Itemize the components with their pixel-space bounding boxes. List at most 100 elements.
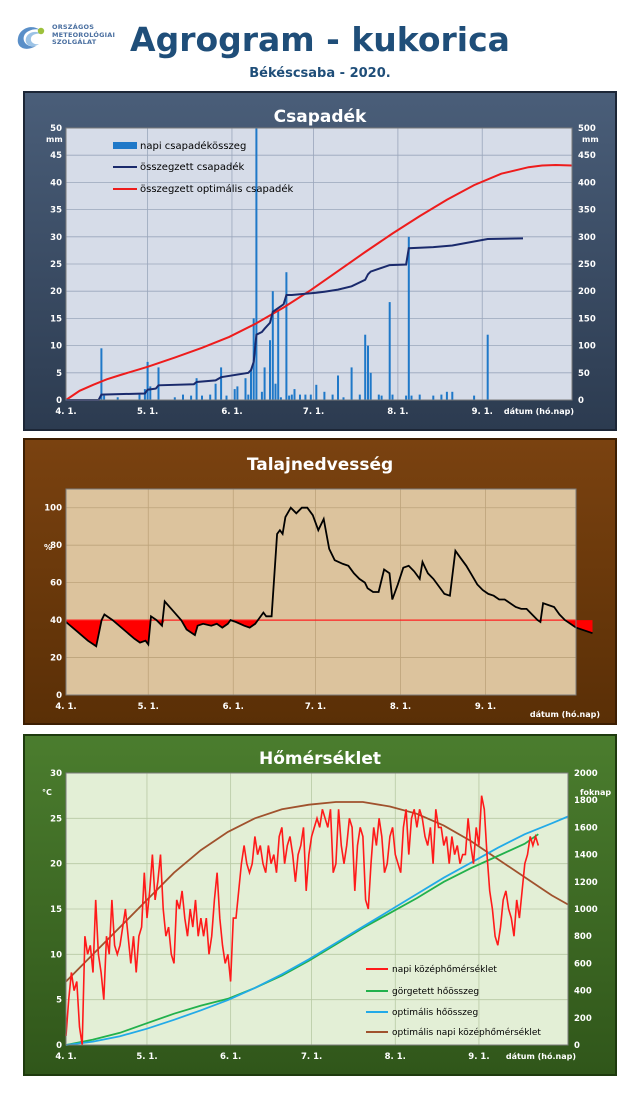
rain-bar (380, 395, 383, 400)
y2-tick-label: 1000 (574, 905, 598, 915)
rain-bar (440, 394, 443, 400)
rain-bar (432, 395, 435, 400)
y-tick-label: 25 (50, 814, 62, 824)
y2-axis-unit: foknap (580, 788, 611, 797)
chart-title: Hőmérséklet (259, 749, 381, 769)
y-tick-label: 40 (50, 178, 62, 188)
x-tick-label: 7. 1. (301, 1052, 322, 1062)
rain-bar (323, 391, 326, 400)
precipitation-panel: Csapadék 0 5 10 15 20 25 30 35 40 45 50 0 50 100 150 20… (0, 90, 640, 432)
rain-bar (350, 367, 353, 400)
y2-tick-label: 50 (578, 369, 590, 379)
legend-swatch-daily-rain (113, 142, 137, 149)
rain-bar (337, 375, 339, 400)
y-tick-label: 60 (50, 579, 62, 589)
rain-bar (236, 386, 239, 400)
series-optimal-heat-sum (65, 815, 569, 1046)
x-tick-label: 4. 1. (55, 1052, 76, 1062)
y-tick-label: 20 (50, 654, 62, 664)
rain-bar (277, 310, 280, 400)
y-tick-label: 80 (50, 541, 62, 551)
y-axis-unit: mm (46, 135, 63, 144)
x-tick-label: 9. 1. (472, 407, 493, 417)
rain-bar (220, 367, 223, 400)
logo-icon (17, 27, 45, 49)
page-title: Agrogram - kukorica (130, 20, 510, 59)
y2-tick-label: 350 (578, 206, 596, 216)
precipitation-chart: Csapadék 0510152025303540455005010015020… (23, 91, 617, 431)
rain-bar (451, 391, 454, 400)
rain-bar (247, 394, 250, 400)
series-soil-moisture (65, 506, 593, 648)
y-axis-unit: °C (42, 788, 52, 797)
y-tick-label: 100 (44, 504, 62, 514)
rain-bar (100, 348, 103, 400)
rain-bar (367, 345, 369, 400)
legend-label-opt-sum: optimális hőösszeg (392, 1008, 478, 1018)
series-cumulative-rain (66, 237, 524, 401)
legend-label-opt-daily: optimális napi középhőmérséklet (392, 1027, 541, 1038)
rain-bar (290, 394, 293, 400)
rain-bar (445, 391, 448, 400)
legend-label-daily-rain: napi csapadékösszeg (140, 140, 246, 152)
y-tick-label: 40 (50, 616, 62, 626)
y2-tick-label: 450 (578, 151, 596, 161)
y-tick-label: 30 (50, 233, 62, 243)
rain-bar (116, 397, 119, 400)
series-daily-mean-temp (65, 795, 540, 1046)
rain-bar (407, 236, 410, 400)
rain-bar (342, 397, 345, 400)
y-tick-label: 20 (50, 860, 62, 870)
rain-bar (250, 370, 252, 400)
y2-tick-label: 400 (578, 178, 596, 188)
rain-bar (263, 367, 266, 400)
y-tick-label: 25 (50, 260, 62, 270)
rain-bar (269, 340, 271, 400)
rain-bar (358, 394, 361, 400)
rain-bar (190, 395, 193, 400)
x-tick-label: 9. 1. (468, 1052, 489, 1062)
series-rolling-heat-sum (65, 833, 539, 1046)
rain-bar (201, 395, 203, 400)
y2-tick-label: 150 (578, 314, 596, 324)
legend-label-opt-rain: összegzett optimális csapadék (140, 183, 294, 195)
rain-bar (418, 394, 421, 400)
rain-bar (486, 334, 489, 400)
x-tick-label: 4. 1. (55, 702, 76, 712)
x-tick-label: 9. 1. (475, 702, 496, 712)
rain-bar (149, 386, 152, 400)
y-tick-label: 20 (50, 287, 62, 297)
rain-bar (279, 397, 282, 400)
x-tick-label: 6. 1. (223, 702, 244, 712)
rain-bar (274, 383, 277, 400)
rain-bar (285, 272, 288, 400)
rain-bar (377, 394, 380, 400)
x-tick-label: 5. 1. (138, 702, 159, 712)
header: ORSZÁGOS METEOROLÓGIAI SZOLGÁLAT Agrogra… (0, 0, 640, 88)
y-tick-label: 0 (56, 396, 62, 406)
x-tick-label: 6. 1. (220, 1052, 241, 1062)
y-tick-label: 0 (56, 1041, 62, 1051)
rain-bar (405, 395, 408, 400)
y2-axis-unit: mm (582, 135, 599, 144)
x-tick-label: 8. 1. (390, 702, 411, 712)
rain-bar (103, 395, 106, 400)
x-tick-label: 5. 1. (137, 407, 158, 417)
rain-bar (391, 394, 394, 400)
soil-moisture-chart: Talajnedvesség 0 20 40 60 80 100 4. 1. 5. 1. 6. … (23, 438, 617, 725)
y-tick-label: 35 (50, 206, 62, 216)
chart-title: Talajnedvesség (247, 455, 393, 475)
rain-bar (331, 394, 334, 400)
y2-tick-label: 500 (578, 124, 596, 134)
y-tick-label: 15 (50, 905, 62, 915)
rain-bar (182, 394, 184, 400)
org-line-1: ORSZÁGOS (52, 23, 95, 31)
y2-tick-label: 200 (578, 287, 596, 297)
y2-tick-label: 1200 (574, 878, 598, 888)
y2-tick-label: 400 (574, 987, 592, 997)
series-optimal-cumulative-rain (65, 163, 573, 401)
rain-bar (304, 394, 307, 400)
rain-bar (299, 394, 301, 400)
y2-tick-label: 1400 (574, 851, 598, 861)
legend-label-cum-rain: összegzett csapadék (140, 161, 245, 173)
